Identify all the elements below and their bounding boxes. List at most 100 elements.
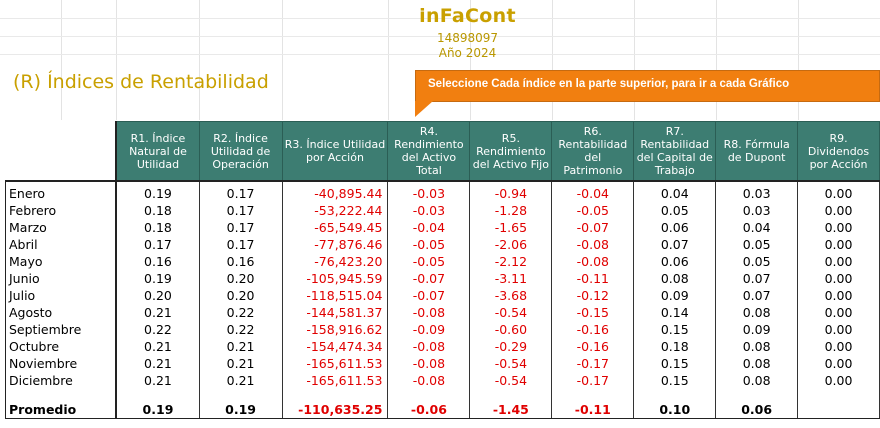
spacer-row — [5, 389, 880, 401]
average-value: 0.10 — [633, 401, 717, 419]
value-cell: -0.04 — [387, 219, 471, 236]
value-cell: -1.65 — [469, 219, 553, 236]
value-cell: 0.00 — [797, 304, 880, 321]
section-title: (R) Índices de Rentabilidad — [13, 71, 269, 93]
value-cell: -0.08 — [551, 253, 635, 270]
value-cell: 0.07 — [633, 236, 717, 253]
month-cell: Septiembre — [5, 321, 118, 338]
table-row: Agosto 0.21 0.22 -144,581.37 -0.08 -0.54 -0.15… — [5, 304, 880, 321]
value-cell: 0.17 — [198, 236, 283, 253]
value-cell: 0.05 — [715, 236, 799, 253]
table-row: Junio 0.19 0.20 -105,945.59 -0.07 -3.11 -0.11 0… — [5, 270, 880, 287]
index-header-r9[interactable]: R9. Dividendos por Acción — [797, 121, 880, 182]
month-cell: Junio — [5, 270, 118, 287]
value-cell: -0.05 — [387, 236, 471, 253]
table-row: Febrero 0.18 0.17 -53,222.44 -0.03 -1.28 -0.05… — [5, 202, 880, 219]
month-cell: Febrero — [5, 202, 118, 219]
value-cell: -0.15 — [551, 304, 635, 321]
average-row: Promedio 0.19 0.19 -110,635.25 -0.06 -1.45 -0.… — [5, 401, 880, 419]
index-header-r8[interactable]: R8. Fórmula de Dupont — [715, 121, 799, 182]
table-row: Enero 0.19 0.17 -40,895.44 -0.03 -0.94 -0.04 0.… — [5, 181, 880, 202]
value-cell: 0.19 — [115, 181, 200, 202]
index-header-r5[interactable]: R5. Rendimiento del Activo Fijo — [469, 121, 553, 182]
value-cell: 0.08 — [633, 270, 717, 287]
value-cell: 0.00 — [797, 338, 880, 355]
value-cell: 0.09 — [715, 321, 799, 338]
value-cell: 0.21 — [115, 338, 200, 355]
value-cell: 0.21 — [198, 338, 283, 355]
company-id: 14898097 — [436, 31, 499, 45]
value-cell: -2.12 — [469, 253, 553, 270]
value-cell: 0.09 — [633, 287, 717, 304]
value-cell: -144,581.37 — [281, 304, 389, 321]
value-cell: 0.00 — [797, 372, 880, 389]
value-cell: -0.54 — [469, 355, 553, 372]
value-cell: -0.04 — [551, 181, 635, 202]
index-header-r6[interactable]: R6. Rentabilidad del Patrimonio — [551, 121, 635, 182]
value-cell: -0.05 — [387, 253, 471, 270]
value-cell: 0.21 — [198, 372, 283, 389]
value-cell: 0.20 — [115, 287, 200, 304]
value-cell: -0.07 — [387, 270, 471, 287]
table-row: Marzo 0.18 0.17 -65,549.45 -0.04 -1.65 -0.07 0.… — [5, 219, 880, 236]
average-value: 0.19 — [198, 401, 283, 419]
value-cell: 0.22 — [198, 304, 283, 321]
value-cell: 0.21 — [198, 355, 283, 372]
value-cell: 0.18 — [115, 219, 200, 236]
instruction-callout: Seleccione Cada índice en la parte super… — [415, 70, 880, 102]
average-label: Promedio — [5, 401, 118, 419]
value-cell: -53,222.44 — [281, 202, 389, 219]
table-row: Diciembre 0.21 0.21 -165,611.53 -0.08 -0.54 -0… — [5, 372, 880, 389]
month-cell: Agosto — [5, 304, 118, 321]
value-cell: 0.04 — [633, 181, 717, 202]
table-row: Noviembre 0.21 0.21 -165,611.53 -0.08 -0.54 -0… — [5, 355, 880, 372]
column-header-row: R1. Índice Natural de Utilidad R2. Índice… — [5, 121, 880, 182]
value-cell: -0.29 — [469, 338, 553, 355]
value-cell: -165,611.53 — [281, 355, 389, 372]
value-cell: 0.07 — [715, 287, 799, 304]
index-header-r2[interactable]: R2. Índice Utilidad de Operación — [198, 121, 283, 182]
value-cell: -0.16 — [551, 338, 635, 355]
value-cell: -40,895.44 — [281, 181, 389, 202]
index-header-r3[interactable]: R3. Índice Utilidad por Acción — [281, 121, 389, 182]
index-header-r1[interactable]: R1. Índice Natural de Utilidad — [115, 121, 200, 182]
month-cell: Octubre — [5, 338, 118, 355]
value-cell: -118,515.04 — [281, 287, 389, 304]
value-cell: -3.11 — [469, 270, 553, 287]
table-row: Octubre 0.21 0.21 -154,474.34 -0.08 -0.29 -0.1… — [5, 338, 880, 355]
value-cell: -65,549.45 — [281, 219, 389, 236]
value-cell: 0.15 — [633, 372, 717, 389]
value-cell: -0.17 — [551, 355, 635, 372]
value-cell: 0.07 — [715, 270, 799, 287]
value-cell: 0.04 — [715, 219, 799, 236]
index-header-r4[interactable]: R4. Rendimiento del Activo Total — [387, 121, 471, 182]
index-header-r7[interactable]: R7. Rentabilidad del Capital de Trabajo — [633, 121, 717, 182]
value-cell: 0.00 — [797, 321, 880, 338]
value-cell: -0.08 — [387, 304, 471, 321]
value-cell: 0.05 — [715, 253, 799, 270]
value-cell: -158,916.62 — [281, 321, 389, 338]
value-cell: 0.21 — [115, 304, 200, 321]
table-row: Abril 0.17 0.17 -77,876.46 -0.05 -2.06 -0.08 0.… — [5, 236, 880, 253]
value-cell: -0.17 — [551, 372, 635, 389]
value-cell: -154,474.34 — [281, 338, 389, 355]
value-cell: 0.00 — [797, 202, 880, 219]
value-cell: -76,423.20 — [281, 253, 389, 270]
value-cell: 0.08 — [715, 355, 799, 372]
value-cell: 0.21 — [115, 372, 200, 389]
value-cell: 0.20 — [198, 270, 283, 287]
value-cell: -77,876.46 — [281, 236, 389, 253]
value-cell: 0.08 — [715, 372, 799, 389]
value-cell: -0.05 — [551, 202, 635, 219]
value-cell: 0.00 — [797, 236, 880, 253]
value-cell: -0.08 — [387, 355, 471, 372]
table-row: Mayo 0.16 0.16 -76,423.20 -0.05 -2.12 -0.08 0.0… — [5, 253, 880, 270]
callout-pointer — [415, 101, 433, 117]
value-cell: 0.03 — [715, 181, 799, 202]
value-cell: 0.17 — [198, 202, 283, 219]
value-cell: -0.08 — [551, 236, 635, 253]
average-value: 0.06 — [715, 401, 799, 419]
value-cell: 0.16 — [115, 253, 200, 270]
value-cell: 0.22 — [115, 321, 200, 338]
value-cell: 0.14 — [633, 304, 717, 321]
